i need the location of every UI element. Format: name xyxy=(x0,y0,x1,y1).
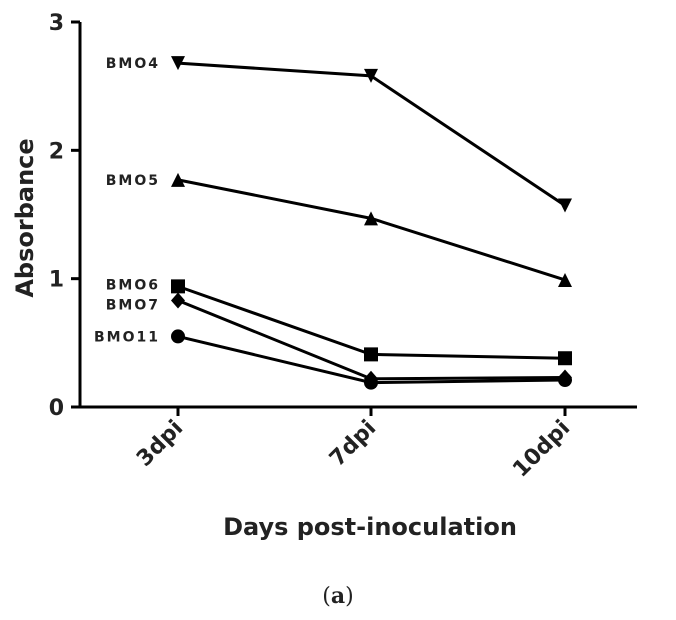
circle-marker xyxy=(171,329,185,344)
triangle-down-marker xyxy=(558,198,572,213)
series-line xyxy=(177,178,566,282)
diamond-marker xyxy=(171,292,185,309)
triangle-up-marker xyxy=(558,272,572,287)
y-tick-label: 1 xyxy=(49,268,64,293)
axes xyxy=(78,22,637,409)
caption-open-paren: ( xyxy=(322,584,331,609)
figure-caption: (a) xyxy=(322,583,353,609)
y-axis-title: Absorbance xyxy=(11,138,39,297)
series-label: BMO5 xyxy=(106,173,160,189)
triangle-down-marker xyxy=(171,56,185,71)
y-tick-label: 0 xyxy=(49,396,64,421)
series-label: BMO4 xyxy=(106,56,160,72)
caption-close-paren: ) xyxy=(345,584,354,609)
triangle-up-marker xyxy=(364,211,378,226)
series-bmo11: BMO11 xyxy=(94,329,572,390)
x-axis-title: Days post-inoculation xyxy=(223,513,517,541)
x-tick-label: 10dpi xyxy=(508,416,575,483)
series-label: BMO6 xyxy=(106,277,160,293)
caption-letter: a xyxy=(331,583,345,609)
series-label: BMO7 xyxy=(106,297,160,313)
axis-ticks: 0 1 2 3 3dpi 7dpi 10dpi xyxy=(49,11,576,482)
circle-marker xyxy=(364,375,378,390)
series-bmo4: BMO4 xyxy=(106,56,572,213)
square-marker xyxy=(171,279,185,294)
x-tick-label: 3dpi xyxy=(132,416,188,472)
series-line xyxy=(177,299,566,381)
y-tick-label: 3 xyxy=(49,11,64,36)
series-label: BMO11 xyxy=(94,329,160,345)
square-marker xyxy=(558,351,572,366)
triangle-up-marker xyxy=(171,172,185,187)
series-line xyxy=(177,61,566,207)
series-layer: BMO4 BMO5 BMO6 BMO7 BMO11 xyxy=(94,56,572,390)
series-bmo5: BMO5 xyxy=(106,172,572,287)
series-bmo6: BMO6 xyxy=(106,277,572,366)
square-marker xyxy=(364,347,378,362)
triangle-down-marker xyxy=(364,68,378,83)
x-tick-label: 7dpi xyxy=(325,416,381,472)
y-tick-label: 2 xyxy=(49,139,64,164)
circle-marker xyxy=(558,373,572,388)
